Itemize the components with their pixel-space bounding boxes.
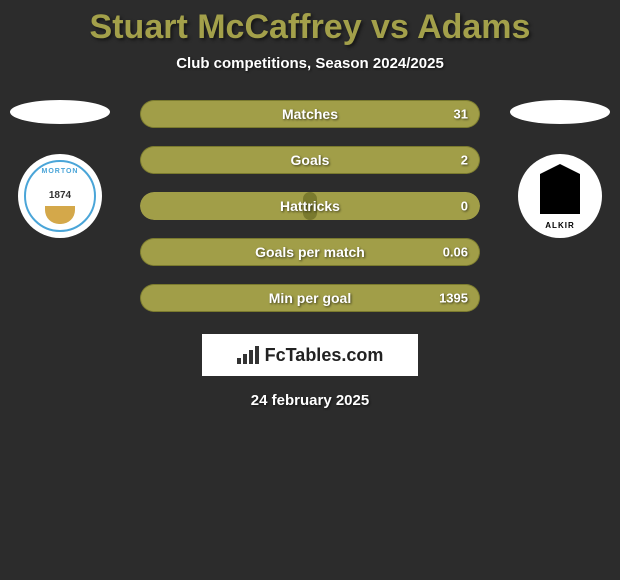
stat-bar-row: Matches 31 [140,100,480,128]
bar-label: Hattricks [280,198,340,214]
player-right-column: ALKIR [510,100,610,238]
club-badge-right: ALKIR [518,154,602,238]
stat-bar-row: Goals per match 0.06 [140,238,480,266]
brand-text: FcTables.com [265,345,384,366]
bar-value: 31 [454,107,468,122]
player-right-avatar [510,100,610,124]
club-badge-left: MORTON 1874 [18,154,102,238]
bar-value: 0 [461,199,468,214]
stat-bar-row: Min per goal 1395 [140,284,480,312]
bar-value: 2 [461,153,468,168]
stat-bar-row: Goals 2 [140,146,480,174]
bar-label: Min per goal [269,290,351,306]
bar-label: Matches [282,106,338,122]
bar-value: 0.06 [443,245,468,260]
bars-icon [237,346,259,364]
date-label: 24 february 2025 [0,392,620,409]
player-left-column: MORTON 1874 [10,100,110,238]
bar-label: Goals [291,152,330,168]
badge-steeple-icon [540,164,580,214]
subtitle: Club competitions, Season 2024/2025 [0,55,620,72]
page-title: Stuart McCaffrey vs Adams [0,0,620,47]
bar-label: Goals per match [255,244,365,260]
bar-value: 1395 [439,291,468,306]
badge-top-text: MORTON [42,168,79,175]
stat-bars: Matches 31 Goals 2 Hattricks 0 Goals per match… [140,100,480,312]
comparison-content: MORTON 1874 ALKIR Matches 31 Goals 2 Hattric… [0,100,620,312]
brand-box[interactable]: FcTables.com [202,334,418,376]
player-left-avatar [10,100,110,124]
stat-bar-row: Hattricks 0 [140,192,480,220]
badge-year: 1874 [49,190,71,201]
badge-right-text: ALKIR [545,221,574,230]
